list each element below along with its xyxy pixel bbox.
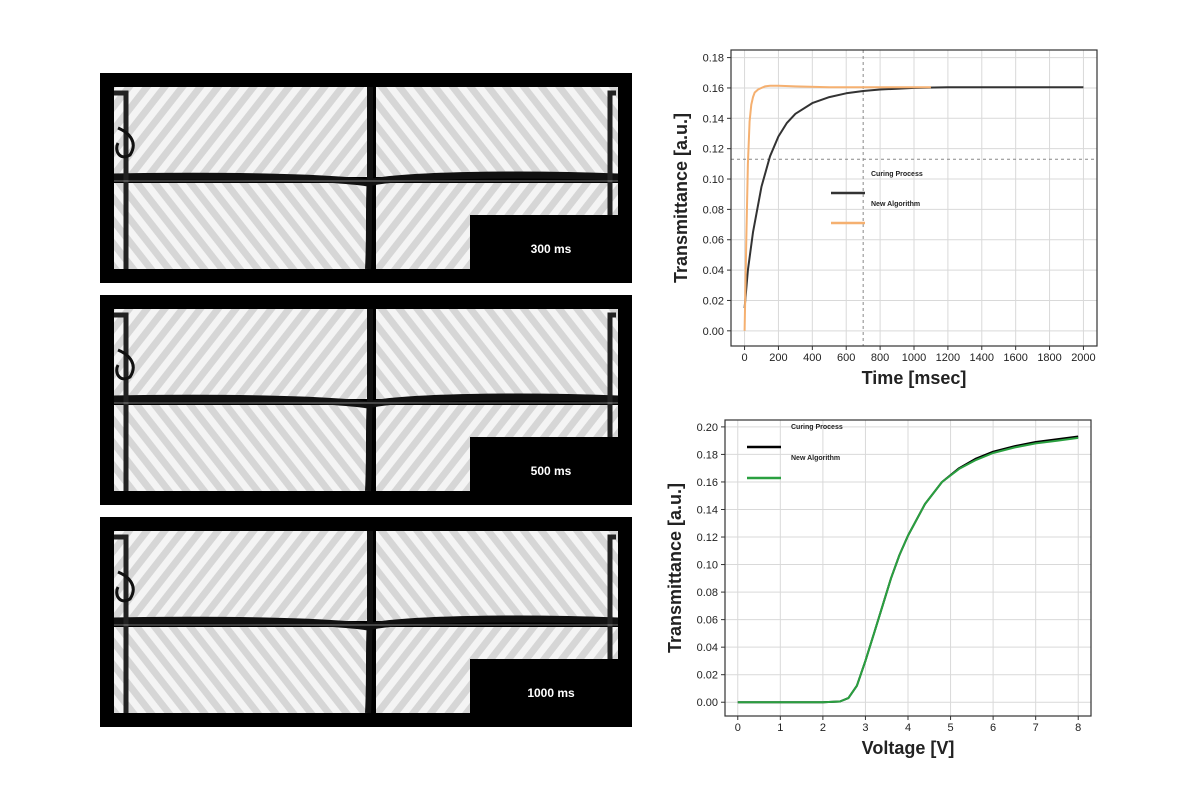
x-tick-label: 2 bbox=[820, 722, 826, 734]
y-tick-label: 0.04 bbox=[697, 642, 718, 654]
x-tick-label: 1600 bbox=[1003, 352, 1027, 364]
y-tick-label: 0.04 bbox=[703, 265, 724, 277]
x-tick-label: 600 bbox=[837, 352, 855, 364]
y-tick-label: 0.20 bbox=[697, 422, 718, 434]
transmittance-vs-time-chart: 0 200 400 600 800 1000 1200 1400 1600 1800 2000 0.0… bbox=[671, 49, 1098, 388]
y-tick-label: 0.08 bbox=[703, 204, 724, 216]
x-tick-label: 0 bbox=[741, 352, 747, 364]
x-axis-title: Voltage [V] bbox=[862, 738, 955, 758]
x-tick-label: 5 bbox=[947, 722, 953, 734]
x-tick-label: 3 bbox=[862, 722, 868, 734]
x-tick-label: 8 bbox=[1075, 722, 1081, 734]
x-axis-title: Time [msec] bbox=[862, 368, 967, 388]
series-line-new-algorithm bbox=[743, 84, 931, 331]
series-line-new-algorithm bbox=[737, 436, 1079, 704]
y-tick-label: 0.10 bbox=[703, 174, 724, 186]
time-label: 1000 ms bbox=[527, 686, 575, 700]
y-tick-label: 0.12 bbox=[703, 144, 724, 156]
x-tick-label: 1200 bbox=[936, 352, 960, 364]
micrograph-panel-3: 1000 ms bbox=[100, 517, 632, 727]
y-tick-label: 0.02 bbox=[697, 670, 718, 682]
y-tick-label: 0.12 bbox=[697, 532, 718, 544]
y-tick-label: 0.06 bbox=[697, 615, 718, 627]
y-tick-label: 0.10 bbox=[697, 560, 718, 572]
y-tick-label: 0.18 bbox=[703, 53, 724, 65]
x-tick-label: 2000 bbox=[1071, 352, 1095, 364]
time-label: 300 ms bbox=[531, 242, 572, 256]
y-tick-label: 0.16 bbox=[703, 83, 724, 95]
micrograph-panel-1: 300 ms bbox=[100, 73, 632, 283]
x-tick-label: 1 bbox=[777, 722, 783, 734]
x-tick-label: 1400 bbox=[970, 352, 994, 364]
transmittance-vs-voltage-chart: 0 1 2 3 4 5 6 7 8 0.00 0.02 0.04 0.06 0.08 0.10 0.12 0.1… bbox=[665, 419, 1092, 758]
x-tick-label: 200 bbox=[769, 352, 787, 364]
x-tick-label: 800 bbox=[871, 352, 889, 364]
y-axis-title: Transmittance [a.u.] bbox=[665, 483, 685, 653]
y-tick-label: 0.14 bbox=[703, 113, 724, 125]
time-label: 500 ms bbox=[531, 464, 572, 478]
legend-label: Curing Process bbox=[871, 171, 923, 178]
y-tick-label: 0.18 bbox=[697, 449, 718, 461]
y-tick-label: 0.00 bbox=[697, 697, 718, 709]
y-tick-label: 0.06 bbox=[703, 235, 724, 247]
y-tick-label: 0.00 bbox=[703, 326, 724, 338]
x-tick-label: 0 bbox=[735, 722, 741, 734]
legend-label: Curing Process bbox=[791, 424, 843, 431]
y-tick-label: 0.14 bbox=[697, 504, 718, 516]
x-tick-label: 4 bbox=[905, 722, 911, 734]
x-tick-label: 1000 bbox=[902, 352, 926, 364]
y-tick-label: 0.16 bbox=[697, 477, 718, 489]
legend-label: New Algorithm bbox=[871, 201, 920, 208]
y-tick-label: 0.02 bbox=[703, 295, 724, 307]
micrograph-panel-2: 500 ms bbox=[100, 295, 632, 505]
x-tick-label: 7 bbox=[1033, 722, 1039, 734]
x-tick-label: 400 bbox=[803, 352, 821, 364]
legend-label: New Algorithm bbox=[791, 455, 840, 462]
x-tick-label: 6 bbox=[990, 722, 996, 734]
y-axis-title: Transmittance [a.u.] bbox=[671, 113, 691, 283]
x-tick-label: 1800 bbox=[1037, 352, 1061, 364]
y-tick-label: 0.08 bbox=[697, 587, 718, 599]
